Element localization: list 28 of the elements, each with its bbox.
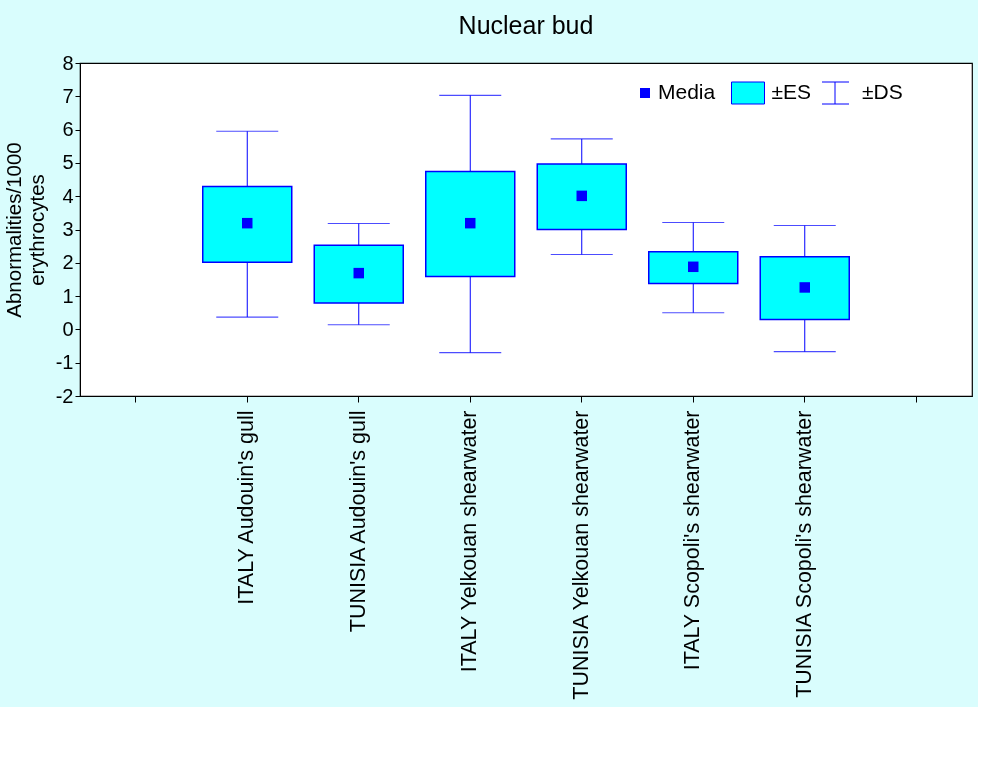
point bbox=[799, 282, 810, 293]
point bbox=[465, 217, 476, 229]
annotation: ±DS bbox=[862, 80, 903, 103]
x-tick-label: TUNISIA Yelkouan shearwater bbox=[568, 410, 593, 700]
y-tick-label: 4 bbox=[62, 184, 74, 207]
y-tick-label: 0 bbox=[62, 317, 74, 340]
y-tick-label: 8 bbox=[62, 51, 74, 74]
x-tick-label: ITALY Yelkouan shearwater bbox=[457, 410, 482, 673]
legend-label: ±ES bbox=[771, 80, 812, 103]
point bbox=[353, 267, 364, 279]
y-tick-label: -1 bbox=[55, 351, 74, 374]
y-tick-label: -2 bbox=[55, 384, 74, 407]
x-tick-label: TUNISIA Scopoli's shearwater bbox=[791, 410, 816, 698]
chart-title: Nuclear bud bbox=[458, 11, 594, 39]
y-tick-label: 7 bbox=[62, 84, 74, 107]
y-tick-label: 2 bbox=[62, 251, 74, 274]
legend-label: Media bbox=[658, 80, 716, 103]
y-axis-title: Abnormalities/1000 erythrocytes bbox=[2, 142, 48, 318]
y-tick-label: 1 bbox=[62, 284, 74, 307]
point bbox=[688, 261, 699, 273]
point bbox=[242, 217, 253, 229]
x-tick-label: ITALY Audouin's gull bbox=[234, 410, 259, 605]
x-tick-label: ITALY Scopoli's shearwater bbox=[680, 410, 705, 671]
y-tick-label: 5 bbox=[62, 151, 74, 174]
x-tick-label: TUNISIA Audouin's gull bbox=[345, 410, 370, 633]
y-tick-label: 6 bbox=[62, 118, 74, 141]
point bbox=[576, 190, 587, 202]
y-tick-label: 3 bbox=[62, 218, 74, 240]
